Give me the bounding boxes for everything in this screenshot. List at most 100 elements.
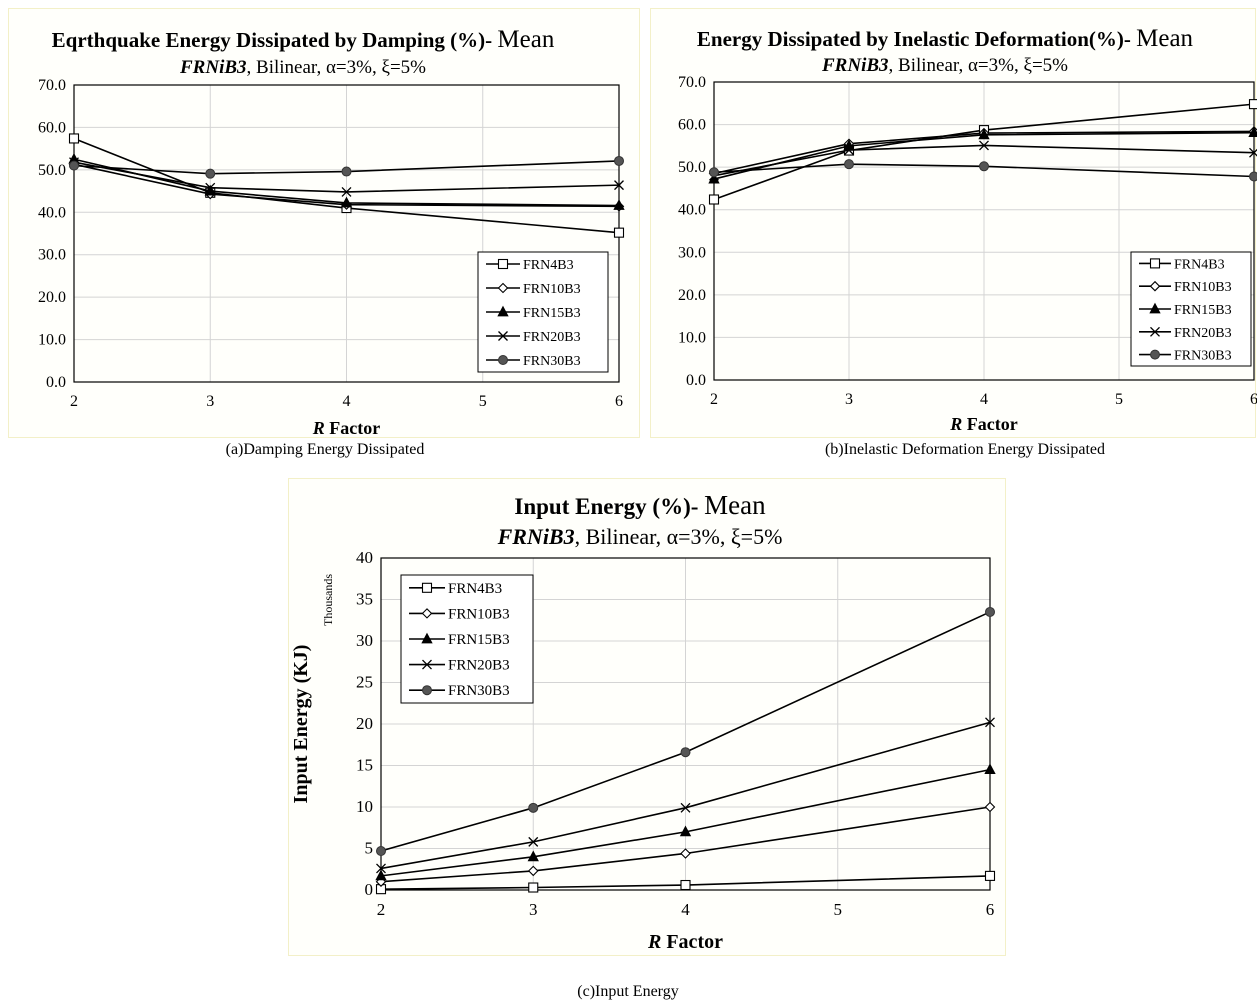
series-line-a-FRN30B3 bbox=[73, 160, 620, 175]
y-tick-label-c-7: 35 bbox=[356, 590, 373, 609]
series-line-c-FRN10B3 bbox=[380, 806, 991, 883]
legend-marker-c-0 bbox=[421, 582, 433, 593]
series-line-b-FRN30B3 bbox=[713, 163, 1255, 178]
data-point-c-FRN30B3-1 bbox=[528, 802, 539, 813]
y-tick-label-a-2: 20.0 bbox=[38, 289, 66, 306]
y-tick-label-c-2: 10 bbox=[356, 797, 373, 816]
x-tick-label-c-3: 5 bbox=[834, 900, 843, 919]
data-point-a-FRN4B3-0 bbox=[68, 133, 80, 144]
data-point-b-FRN30B3-3 bbox=[1249, 171, 1257, 182]
x-tick-label-b-4: 6 bbox=[1250, 391, 1257, 408]
y-tick-label-a-4: 40.0 bbox=[38, 204, 66, 221]
y-tick-label-c-4: 20 bbox=[356, 714, 373, 733]
legend-marker-a-3 bbox=[498, 331, 508, 341]
y-tick-label-b-4: 40.0 bbox=[678, 202, 706, 219]
data-point-c-FRN30B3-2 bbox=[680, 747, 691, 758]
data-point-a-FRN20B3-1 bbox=[205, 182, 216, 193]
data-point-a-FRN15B3-3 bbox=[613, 199, 625, 210]
x-tick-label-b-3: 5 bbox=[1115, 391, 1123, 408]
x-tick-label-c-2: 4 bbox=[681, 900, 690, 919]
series-c-FRN30B3 bbox=[376, 606, 995, 856]
caption-a: (a)Damping Energy Dissipated bbox=[225, 441, 425, 458]
input-energy-chart: Input Energy (%)- Mean FRNiB3, Bilinear, … bbox=[290, 490, 996, 953]
y-tick-label-c-8: 40 bbox=[356, 548, 373, 567]
legend-label-a-1: FRN10B3 bbox=[523, 282, 581, 297]
data-point-c-FRN15B3-1 bbox=[527, 850, 539, 862]
y-tick-label-b-3: 30.0 bbox=[678, 244, 706, 261]
x-axis-label-b: R Factor bbox=[949, 414, 1017, 434]
y-tick-label-c-1: 5 bbox=[365, 839, 374, 858]
chart-subtitle-b: FRNiB3, Bilinear, α=3%, ξ=5% bbox=[821, 55, 1068, 76]
x-tick-label-a-0: 2 bbox=[70, 393, 78, 410]
legend-label-a-4: FRN30B3 bbox=[523, 354, 581, 369]
series-b-FRN30B3 bbox=[709, 159, 1257, 182]
y-tick-label-b-1: 10.0 bbox=[678, 329, 706, 346]
data-point-b-FRN30B3-1 bbox=[844, 159, 854, 170]
legend-label-b-1: FRN10B3 bbox=[1174, 280, 1232, 295]
legend-marker-b-1 bbox=[1149, 280, 1161, 292]
x-axis-label-a: R Factor bbox=[312, 418, 380, 438]
x-tick-label-a-2: 4 bbox=[343, 393, 351, 410]
data-point-b-FRN30B3-0 bbox=[709, 167, 719, 178]
legend-a: FRN4B3 FRN10B3 FRN15B3 FRN20B3 FRN30B3 bbox=[477, 251, 609, 373]
x-tick-label-b-1: 3 bbox=[845, 391, 853, 408]
series-line-a-FRN10B3 bbox=[73, 163, 620, 208]
series-line-c-FRN15B3 bbox=[380, 768, 991, 877]
chart-subtitle-c: FRNiB3, Bilinear, α=3%, ξ=5% bbox=[497, 524, 783, 549]
caption-b: (b)Inelastic Deformation Energy Dissipat… bbox=[824, 441, 1106, 458]
y-tick-label-c-5: 25 bbox=[356, 673, 373, 692]
y-tick-label-a-5: 50.0 bbox=[38, 162, 66, 179]
data-point-c-FRN10B3-2 bbox=[680, 848, 691, 859]
series-c-FRN20B3 bbox=[376, 717, 995, 874]
legend-marker-b-4 bbox=[1150, 349, 1160, 360]
data-point-b-FRN30B3-2 bbox=[979, 161, 989, 172]
chart-title-a: Eqrthquake Energy Dissipated by Damping … bbox=[52, 26, 555, 53]
y-tick-label-b-0: 0.0 bbox=[686, 372, 706, 389]
data-point-a-FRN30B3-1 bbox=[205, 168, 216, 179]
series-line-b-FRN10B3 bbox=[713, 130, 1255, 175]
chart-subtitle-a: FRNiB3, Bilinear, α=3%, ξ=5% bbox=[179, 57, 426, 78]
legend-marker-c-2 bbox=[421, 632, 433, 644]
data-point-c-FRN15B3-2 bbox=[679, 825, 692, 837]
series-line-c-FRN4B3 bbox=[380, 875, 991, 890]
x-tick-label-a-3: 5 bbox=[479, 393, 487, 410]
data-point-c-FRN15B3-3 bbox=[984, 763, 996, 775]
x-axis-label-c: R Factor bbox=[647, 931, 723, 953]
series-line-c-FRN30B3 bbox=[380, 611, 991, 852]
legend-marker-c-3 bbox=[422, 659, 432, 670]
data-point-c-FRN30B3-3 bbox=[985, 606, 995, 617]
data-point-a-FRN20B3-3 bbox=[614, 180, 624, 191]
legend-label-a-3: FRN20B3 bbox=[523, 330, 581, 345]
legend-marker-a-0 bbox=[497, 258, 509, 270]
legend-label-c-3: FRN20B3 bbox=[448, 658, 510, 674]
y-axis-label-c: Input Energy (KJ) bbox=[290, 645, 312, 804]
inelastic-energy-chart: Energy Dissipated by Inelastic Deformati… bbox=[678, 25, 1257, 434]
series-b-FRN15B3 bbox=[708, 126, 1257, 184]
x-tick-label-a-4: 6 bbox=[615, 393, 623, 410]
series-line-b-FRN20B3 bbox=[713, 144, 1255, 177]
y-tick-label-a-3: 30.0 bbox=[38, 247, 66, 264]
data-point-c-FRN15B3-0 bbox=[375, 869, 387, 881]
x-tick-label-a-1: 3 bbox=[206, 393, 214, 410]
data-point-b-FRN20B3-1 bbox=[844, 145, 854, 156]
data-point-a-FRN30B3-3 bbox=[614, 155, 624, 166]
legend-b: FRN4B3 FRN10B3 FRN15B3 FRN20B3 FRN30B3 bbox=[1130, 251, 1252, 367]
legend-c: FRN4B3 FRN10B3 FRN15B3 FRN20B3 FRN30B3 bbox=[400, 574, 534, 704]
data-point-c-FRN4B3-3 bbox=[984, 870, 996, 881]
series-line-a-FRN20B3 bbox=[73, 161, 620, 193]
data-point-c-FRN10B3-1 bbox=[527, 865, 539, 877]
x-tick-label-b-2: 4 bbox=[980, 391, 988, 408]
data-point-c-FRN4B3-1 bbox=[528, 882, 539, 893]
x-tick-label-c-1: 3 bbox=[529, 900, 538, 919]
legend-marker-c-4 bbox=[422, 685, 432, 696]
y-tick-label-c-0: 0 bbox=[365, 880, 374, 899]
y-tick-label-b-7: 70.0 bbox=[678, 74, 706, 91]
chart-title-c: Input Energy (%)- Mean bbox=[514, 490, 766, 520]
data-point-b-FRN20B3-3 bbox=[1249, 147, 1257, 158]
legend-label-b-2: FRN15B3 bbox=[1174, 303, 1232, 318]
legend-marker-a-2 bbox=[497, 305, 509, 317]
legend-label-b-0: FRN4B3 bbox=[1174, 257, 1225, 272]
legend-label-c-1: FRN10B3 bbox=[448, 606, 510, 622]
legend-marker-b-0 bbox=[1149, 258, 1161, 269]
data-point-a-FRN4B3-3 bbox=[613, 227, 625, 238]
